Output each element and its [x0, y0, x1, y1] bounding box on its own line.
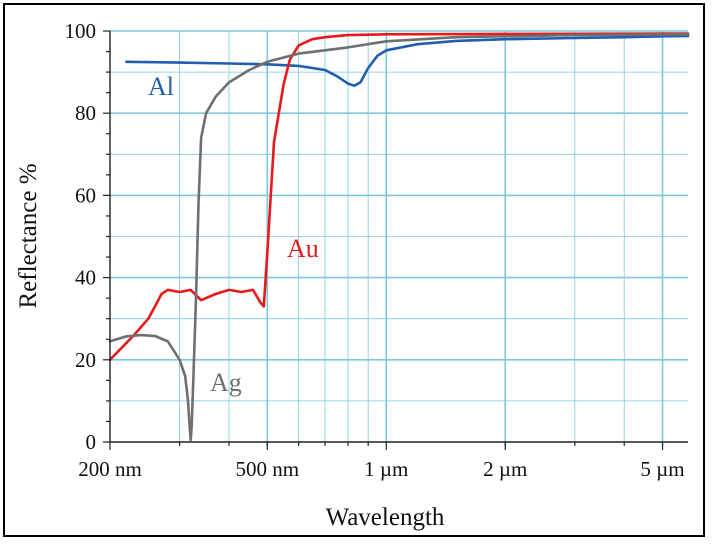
series-line-ag	[108, 33, 690, 442]
x-tick-label: 1 µm	[364, 457, 408, 481]
series-label-au: Au	[287, 234, 319, 263]
series-lines	[108, 32, 690, 442]
x-tick-label: 200 nm	[78, 457, 142, 481]
y-tick-label: 20	[75, 348, 96, 372]
series-label-ag: Ag	[210, 368, 242, 397]
y-tick-label: 60	[75, 183, 96, 207]
y-tick-label: 40	[75, 266, 96, 290]
grid	[110, 30, 688, 442]
chart-frame	[3, 3, 705, 537]
tick-labels: 0 20 40 60 80 100 200 nm 500 nm 1 µm 2 µm 5 µm	[65, 19, 685, 481]
y-tick-label: 0	[86, 430, 97, 454]
y-tick-label: 80	[75, 101, 96, 125]
x-tick-label: 500 nm	[235, 457, 299, 481]
y-axis-title: Reflectance %	[15, 163, 42, 308]
series-line-au	[108, 32, 690, 362]
x-tick-label: 2 µm	[483, 457, 527, 481]
series-label-al: Al	[148, 72, 174, 101]
y-tick-label: 100	[65, 19, 97, 43]
x-axis-title: Wavelength	[326, 504, 445, 531]
series-line-al	[125, 34, 690, 87]
x-tick-label: 5 µm	[640, 457, 684, 481]
